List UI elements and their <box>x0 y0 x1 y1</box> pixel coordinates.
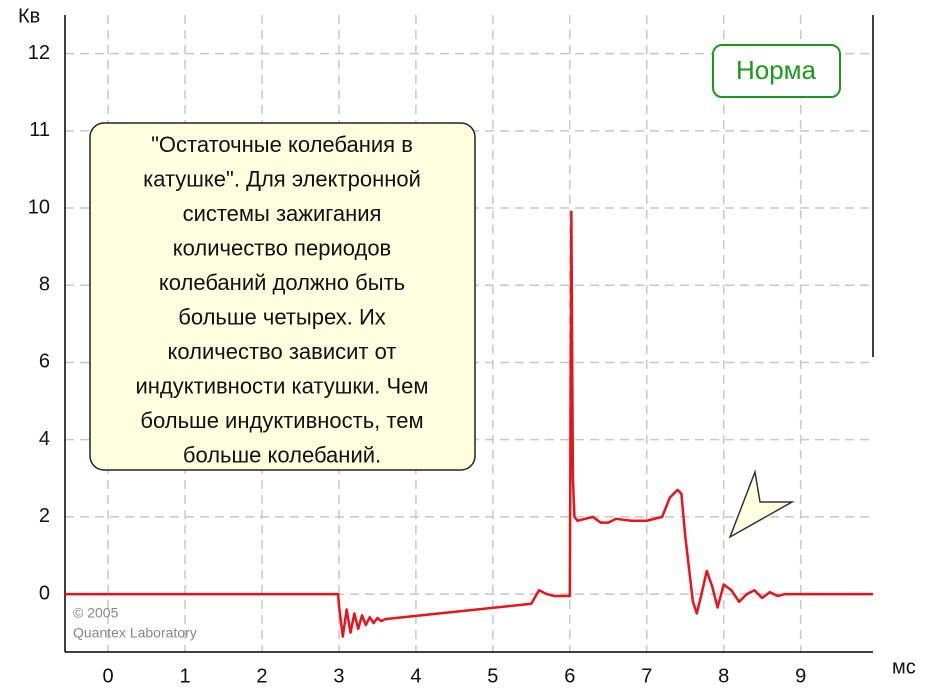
y-tick-label: 6 <box>39 351 50 373</box>
x-tick-label: 9 <box>795 665 806 687</box>
y-axis-label: Кв <box>18 5 40 27</box>
note-line: больше колебаний. <box>183 442 381 467</box>
y-tick-label: 11 <box>29 119 50 141</box>
note-line: индуктивности катушки. Чем <box>135 373 428 398</box>
note-line: "Остаточные колебания в <box>151 132 413 157</box>
x-tick-label: 7 <box>641 665 652 687</box>
x-axis-label: мс <box>892 656 916 678</box>
copyright: © 2005 <box>73 605 119 621</box>
x-tick-label: 4 <box>410 665 421 687</box>
note-line: количество периодов <box>173 235 392 260</box>
x-tick-label: 6 <box>564 665 575 687</box>
badge-box <box>712 44 841 98</box>
note-line: системы зажигания <box>183 201 382 226</box>
y-tick-label: 0 <box>39 582 50 604</box>
x-tick-label: 1 <box>179 665 190 687</box>
note-line: количество зависит от <box>168 339 397 364</box>
x-tick-label: 5 <box>487 665 498 687</box>
y-tick-label: 4 <box>39 428 50 450</box>
x-tick-label: 0 <box>103 665 114 687</box>
note-line: катушке". Для электронной <box>143 166 421 191</box>
data-line <box>65 210 873 638</box>
pointer-cursor <box>728 469 795 539</box>
badge: Норма <box>736 55 817 85</box>
y-tick-label: 10 <box>28 196 50 218</box>
note-line: больше четырех. Их <box>178 304 386 329</box>
note-box <box>89 122 476 471</box>
x-tick-label: 2 <box>256 665 267 687</box>
x-tick-label: 8 <box>718 665 729 687</box>
x-tick-label: 3 <box>333 665 344 687</box>
copyright: Quantex Laboratory <box>73 625 197 641</box>
y-tick-label: 2 <box>39 505 50 527</box>
y-tick-label: 12 <box>28 42 50 64</box>
note-line: больше индуктивность, тем <box>140 408 423 433</box>
y-tick-label: 8 <box>39 274 50 296</box>
note-line: колебаний должно быть <box>159 270 405 295</box>
